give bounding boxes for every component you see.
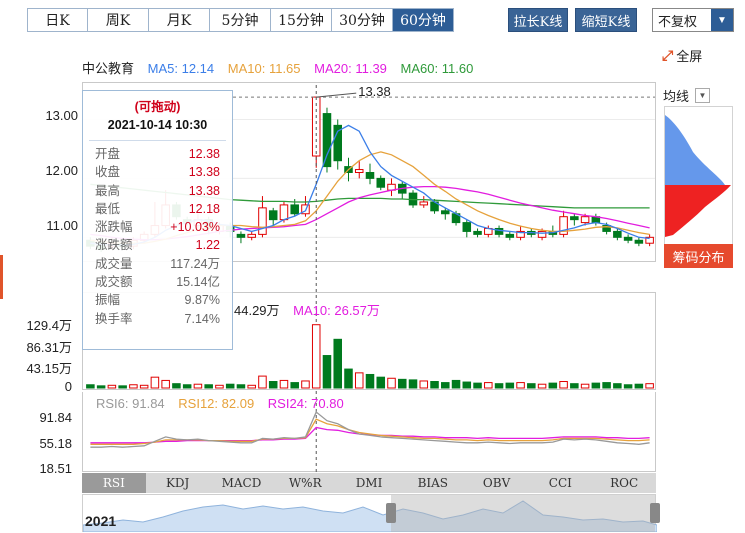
tab-15min[interactable]: 15分钟 — [271, 8, 332, 32]
tooltip-value: 15.14亿 — [176, 275, 220, 290]
ma10-label: MA10: 11.65 — [227, 61, 301, 76]
rsi24-label: RSI24: 70.80 — [267, 396, 344, 411]
tooltip-key: 振幅 — [95, 293, 121, 308]
shrink-kline-button[interactable]: 缩短K线 — [575, 8, 637, 32]
tooltip-row: 换手率 7.14% — [83, 310, 232, 328]
chip-distribution-button[interactable]: 筹码分布 — [664, 244, 733, 268]
fullscreen-button[interactable]: ⤢ 全屏 — [662, 46, 702, 65]
tab-kdj[interactable]: KDJ — [165, 476, 190, 490]
tooltip-key: 涨跌额 — [95, 238, 133, 253]
vol-ma5-label: 44.29万 — [234, 303, 280, 318]
tab-weekly[interactable]: 周K — [88, 8, 149, 32]
tooltip-value: +10.03% — [170, 220, 220, 235]
navigator-year: 2021 — [85, 513, 117, 529]
tooltip-value: 12.38 — [188, 147, 220, 161]
volume-tick: 129.4万 — [26, 318, 72, 333]
rsi-tick: 18.51 — [39, 461, 72, 476]
ohlc-tooltip[interactable]: (可拖动) 2021-10-14 10:30 开盘 12.38 收盘 13.38 最高 1… — [82, 90, 233, 350]
rsi-chart-frame[interactable] — [82, 392, 656, 472]
volume-tick: 43.15万 — [26, 361, 72, 376]
chevron-down-icon[interactable]: ▼ — [711, 9, 733, 31]
tooltip-key: 最高 — [95, 183, 121, 198]
tab-bias[interactable]: BIAS — [417, 476, 449, 490]
divider — [89, 140, 226, 141]
price-tick: 12.00 — [45, 163, 78, 178]
tooltip-row: 成交量 117.24万 — [83, 255, 232, 273]
distribution-mode-label: 均线 — [663, 89, 690, 104]
tooltip-datetime: 2021-10-14 10:30 — [107, 118, 208, 132]
volume-tick: 86.31万 — [26, 340, 72, 355]
tooltip-row: 成交额 15.14亿 — [83, 273, 232, 291]
tooltip-key: 涨跌幅 — [95, 220, 133, 235]
indicator-tabs: RSI KDJ MACD W%R DMI BIAS OBV CCI ROC — [82, 473, 656, 493]
tooltip-row: 涨跌额 1.22 — [83, 236, 232, 254]
vol-ma10-label: MA10: 26.57万 — [293, 303, 380, 318]
period-tabs: 日K 周K 月K 5分钟 15分钟 30分钟 60分钟 — [27, 8, 454, 32]
navigator-selection[interactable] — [391, 495, 655, 532]
chevron-down-icon[interactable]: ▼ — [695, 88, 711, 103]
tab-5min[interactable]: 5分钟 — [210, 8, 271, 32]
distribution-mode-select[interactable]: 均线 ▼ — [663, 86, 711, 105]
tab-dmi[interactable]: DMI — [355, 476, 383, 490]
fullscreen-label: 全屏 — [676, 49, 703, 64]
price-tick: 13.00 — [45, 108, 78, 123]
fullscreen-icon: ⤢ — [662, 47, 674, 63]
tooltip-key: 成交量 — [95, 256, 133, 271]
tab-rsi[interactable]: RSI — [82, 473, 146, 493]
tooltip-key: 开盘 — [95, 147, 121, 161]
tooltip-row: 最低 12.18 — [83, 200, 232, 218]
tab-monthly[interactable]: 月K — [149, 8, 210, 32]
chip-distribution-panel — [664, 106, 733, 268]
side-marker — [0, 255, 3, 299]
volume-tick: 0 — [64, 379, 72, 394]
tooltip-row: 开盘 12.38 — [83, 145, 232, 163]
adjust-value: 不复权 — [658, 13, 698, 29]
stock-name: 中公教育 — [82, 61, 135, 76]
tab-macd[interactable]: MACD — [221, 476, 262, 490]
tab-wr[interactable]: W%R — [288, 476, 322, 490]
tooltip-row: 最高 13.38 — [83, 182, 232, 200]
ma5-label: MA5: 12.14 — [147, 61, 215, 76]
rsi-legend: RSI6: 91.84 RSI12: 82.09 RSI24: 70.80 — [96, 396, 344, 411]
range-navigator[interactable]: 2021 — [82, 494, 660, 532]
tab-30min[interactable]: 30分钟 — [332, 8, 393, 32]
ma60-label: MA60: 11.60 — [400, 61, 474, 76]
volume-legend: 44.29万 MA10: 26.57万 — [234, 300, 380, 319]
tooltip-row: 振幅 9.87% — [83, 291, 232, 309]
tooltip-value: 7.14% — [184, 311, 220, 326]
tooltip-value: 9.87% — [184, 293, 220, 308]
rsi12-label: RSI12: 82.09 — [178, 396, 255, 411]
tooltip-value: 13.38 — [188, 165, 220, 180]
tab-obv[interactable]: OBV — [482, 476, 511, 490]
tab-60min[interactable]: 60分钟 — [393, 8, 454, 32]
tab-roc[interactable]: ROC — [610, 476, 639, 490]
navigator-right-handle[interactable] — [650, 503, 660, 523]
ma20-label: MA20: 11.39 — [314, 61, 387, 76]
tooltip-key: 收盘 — [95, 165, 121, 180]
navigator-left-handle[interactable] — [386, 503, 396, 523]
tooltip-value: 13.38 — [188, 183, 220, 198]
price-tick: 11.00 — [46, 218, 78, 233]
tooltip-key: 换手率 — [95, 311, 133, 326]
rsi6-label: RSI6: 91.84 — [96, 396, 165, 411]
rsi-tick: 55.18 — [39, 436, 72, 451]
navigator-sparkline — [83, 500, 657, 532]
chip-distribution-graphic — [665, 115, 731, 237]
ma-legend: 中公教育 MA5: 12.14 MA10: 11.65 MA20: 11.39 … — [82, 58, 483, 77]
tooltip-drag-hint: (可拖动) — [134, 100, 181, 114]
tooltip-key: 成交额 — [95, 275, 133, 290]
tooltip-key: 最低 — [95, 201, 121, 216]
tooltip-value: 12.18 — [188, 201, 220, 216]
tooltip-row: 涨跌幅 +10.03% — [83, 218, 232, 236]
tab-daily[interactable]: 日K — [27, 8, 88, 32]
tooltip-rows: 开盘 12.38 收盘 13.38 最高 13.38 最低 12.18 涨跌幅 +10.03% 涨跌… — [83, 145, 232, 328]
tooltip-value: 1.22 — [195, 238, 220, 253]
adjust-select[interactable]: 不复权 ▼ — [652, 8, 734, 32]
tab-cci[interactable]: CCI — [548, 476, 572, 490]
stretch-kline-button[interactable]: 拉长K线 — [508, 8, 568, 32]
tooltip-row: 收盘 13.38 — [83, 163, 232, 181]
rsi-tick: 91.84 — [39, 410, 72, 425]
tooltip-value: 117.24万 — [170, 256, 220, 271]
